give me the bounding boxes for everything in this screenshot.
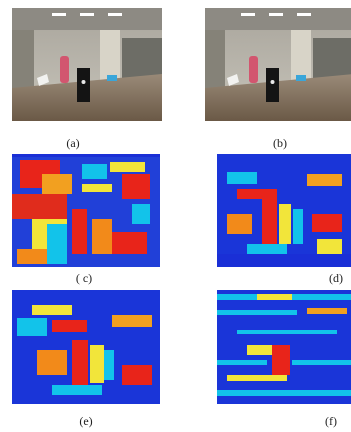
caption-c: ( c) [75,271,93,285]
heatmap-f [217,290,351,404]
caption-a: (a) [66,136,80,150]
heatmap-d [217,154,351,267]
heatmap-panel-e [12,290,160,404]
caption-e: (e) [79,414,93,428]
caption-b: (b) [273,136,287,150]
photo-panel-b [205,8,351,121]
heatmap-panel-c [12,154,160,267]
caption-f: (f) [325,414,337,428]
photo-panel-a [12,8,162,121]
heatmap-panel-d [217,154,351,267]
office-photo-b [205,8,351,121]
heatmap-c [12,154,160,267]
heatmap-e [12,290,160,404]
caption-d: (d) [329,271,343,285]
heatmap-panel-f [217,290,351,404]
office-photo-a [12,8,162,121]
